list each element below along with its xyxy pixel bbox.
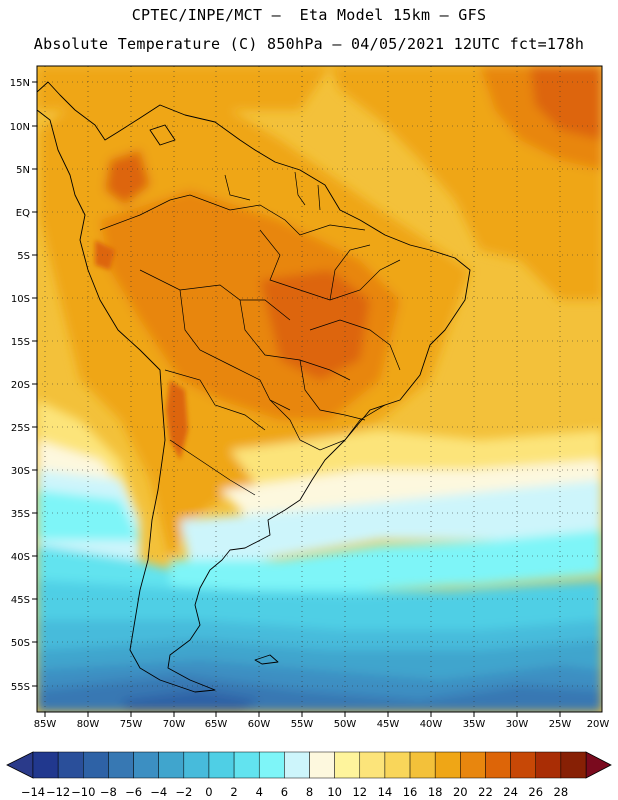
colorbar-label: 4	[256, 785, 263, 799]
colorbar-under-arrow	[6, 751, 34, 779]
lon-label: 45W	[377, 719, 400, 730]
colorbar-swatch	[460, 751, 486, 779]
colorbar-label: 20	[453, 785, 468, 799]
lat-label: 5S	[17, 251, 30, 262]
colorbar-label: −12	[46, 785, 70, 799]
map-title-line-1: CPTEC/INPE/MCT – Eta Model 15km – GFS	[131, 6, 487, 24]
lat-label: 20S	[11, 380, 30, 391]
lat-label: 35S	[11, 509, 30, 520]
lon-label: 25W	[549, 719, 572, 730]
lat-label: 45S	[11, 595, 30, 606]
lat-label: 30S	[11, 466, 30, 477]
colorbar-label: 8	[306, 785, 313, 799]
colorbar-swatch	[510, 751, 536, 779]
lon-label: 50W	[334, 719, 357, 730]
colorbar-swatch	[183, 751, 210, 779]
lat-label: 55S	[11, 682, 30, 693]
lat-label: 50S	[11, 638, 30, 649]
colorbar-swatch	[108, 751, 134, 779]
lon-label: 65W	[205, 719, 228, 730]
lon-label: 20W	[587, 719, 610, 730]
lat-label: 15N	[10, 78, 30, 89]
colorbar-swatch	[208, 751, 235, 779]
latitude-labels: 15N 10N 5N EQ 5S 10S 15S 20S 25S 30S 35S…	[10, 78, 30, 693]
colorbar-label: 12	[352, 785, 367, 799]
colorbar-label: 16	[403, 785, 418, 799]
lon-label: 35W	[463, 719, 486, 730]
colorbar-swatch	[258, 751, 285, 779]
colorbar-label: 26	[528, 785, 543, 799]
colorbar-swatch	[434, 751, 461, 779]
axis-ticks	[32, 81, 561, 717]
lat-label: EQ	[16, 208, 30, 219]
country-borders	[99, 171, 401, 496]
colorbar-label: 6	[281, 785, 288, 799]
lon-label: 85W	[34, 719, 57, 730]
colorbar-swatch	[309, 751, 335, 779]
lon-label: 40W	[420, 719, 443, 730]
colorbar-label: −14	[21, 785, 45, 799]
colorbar-label: 2	[230, 785, 237, 799]
lon-label: 60W	[248, 719, 271, 730]
colorbar-label: 22	[478, 785, 493, 799]
colorbar-label: −2	[175, 785, 192, 799]
colorbar-swatch	[133, 751, 159, 779]
lon-label: 75W	[120, 719, 143, 730]
lon-label: 80W	[77, 719, 100, 730]
colorbar-swatch	[83, 751, 109, 779]
colorbar-swatch	[359, 751, 386, 779]
lon-label: 70W	[163, 719, 186, 730]
colorbar-label: 24	[503, 785, 518, 799]
colorbar-label: −10	[71, 785, 95, 799]
lat-label: 25S	[11, 423, 30, 434]
lat-label: 5N	[16, 165, 30, 176]
colorbar-swatch	[535, 751, 562, 779]
colorbar-swatch	[384, 751, 411, 779]
colorbar-swatch	[334, 751, 361, 779]
colorbar-swatch	[233, 751, 260, 779]
lat-label: 10S	[11, 294, 30, 305]
colorbar-swatch	[57, 751, 84, 779]
map-title-line-2: Absolute Temperature (C) 850hPa – 04/05/…	[33, 35, 585, 53]
colorbar: −14 −12 −10 −8 −6 −4 −2 0 2 4 6 8 10 12 14 16 18 20 22 24 26…	[6, 751, 612, 799]
colorbar-label: 0	[205, 785, 212, 799]
lat-label: 15S	[11, 337, 30, 348]
grid-lines	[37, 66, 602, 712]
map-frame	[36, 65, 603, 713]
colorbar-swatch	[409, 751, 436, 779]
colorbar-label: 28	[554, 785, 569, 799]
longitude-labels: 85W 80W 75W 70W 65W 60W 55W 50W 45W 40W …	[34, 719, 610, 730]
colorbar-label: 10	[327, 785, 342, 799]
colorbar-label: −8	[100, 785, 117, 799]
colorbar-label: 18	[428, 785, 443, 799]
colorbar-label: 14	[378, 785, 393, 799]
colorbar-label: −4	[150, 785, 167, 799]
colorbar-swatch	[284, 751, 310, 779]
lat-label: 10N	[10, 122, 30, 133]
colorbar-swatch	[32, 751, 59, 779]
coastlines	[37, 81, 471, 693]
lat-label: 40S	[11, 552, 30, 563]
colorbar-swatch	[560, 751, 587, 779]
colorbar-swatch	[485, 751, 511, 779]
colorbar-over-arrow	[585, 751, 612, 779]
temperature-field	[37, 66, 602, 712]
lon-label: 30W	[506, 719, 529, 730]
lon-label: 55W	[291, 719, 314, 730]
colorbar-label: −6	[125, 785, 142, 799]
colorbar-swatch	[158, 751, 185, 779]
